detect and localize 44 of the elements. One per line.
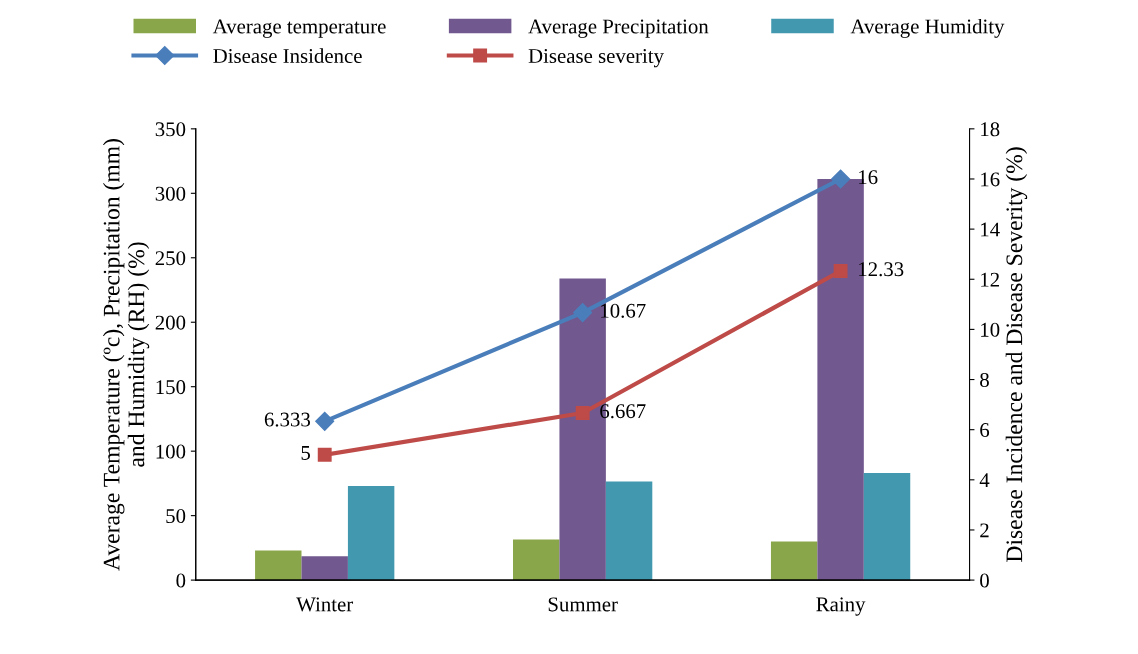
bar	[301, 556, 348, 581]
y2-tick-label: 16	[981, 172, 1000, 187]
y-axis-title: Average Temperature (ºc), Precipitation (mm) and Humidity (RH) (%)	[102, 139, 150, 571]
y-tick-label: 350	[155, 122, 186, 137]
bar	[863, 473, 911, 581]
point	[833, 264, 848, 278]
bar	[513, 539, 560, 581]
y-tick-label: 100	[156, 444, 186, 459]
y2-tick-label: 10	[981, 322, 1000, 337]
point	[315, 411, 335, 431]
legend-label: Average temperature	[212, 19, 386, 38]
x-tick-label: Rainy	[816, 597, 866, 616]
legend-label: Disease severity	[528, 49, 664, 68]
data-label: 5	[301, 446, 311, 460]
y2-tick-label: 12	[981, 272, 999, 287]
data-label: 6.333	[264, 412, 311, 427]
legend-label: Average Humidity	[850, 18, 1005, 38]
x-tick-label: Winter	[296, 597, 354, 612]
y2-tick-label: 4	[979, 473, 990, 488]
y-tick-label: 150	[156, 380, 186, 395]
data-label: 16	[859, 170, 878, 185]
y2-tick-label: 14	[981, 222, 1000, 237]
bar	[255, 550, 302, 581]
y-tick-label: 50	[166, 509, 186, 524]
point	[575, 406, 590, 420]
y-tick-label: 300	[155, 186, 186, 201]
point	[831, 169, 851, 189]
bar	[605, 481, 653, 581]
y2-tick-label: 0	[980, 573, 989, 588]
bar	[770, 541, 818, 581]
y-tick-label: 200	[155, 315, 186, 330]
y-tick-label: 0	[176, 573, 186, 588]
bar	[347, 485, 395, 581]
legend-label: Average Precipitation	[528, 19, 709, 38]
point	[317, 447, 332, 462]
x-tick-label: Summer	[548, 597, 618, 612]
y2-tick-label: 18	[981, 122, 1000, 137]
point	[573, 303, 593, 323]
legend-label: Disease Insidence	[213, 48, 362, 64]
y2-tick-label: 8	[980, 372, 989, 387]
y2-tick-label: 2	[980, 523, 989, 538]
y2-axis-title: Disease Incidence and Disease Severity (%)	[1005, 147, 1028, 562]
y2-tick-label: 6	[980, 423, 990, 438]
y-tick-label: 250	[155, 251, 186, 266]
